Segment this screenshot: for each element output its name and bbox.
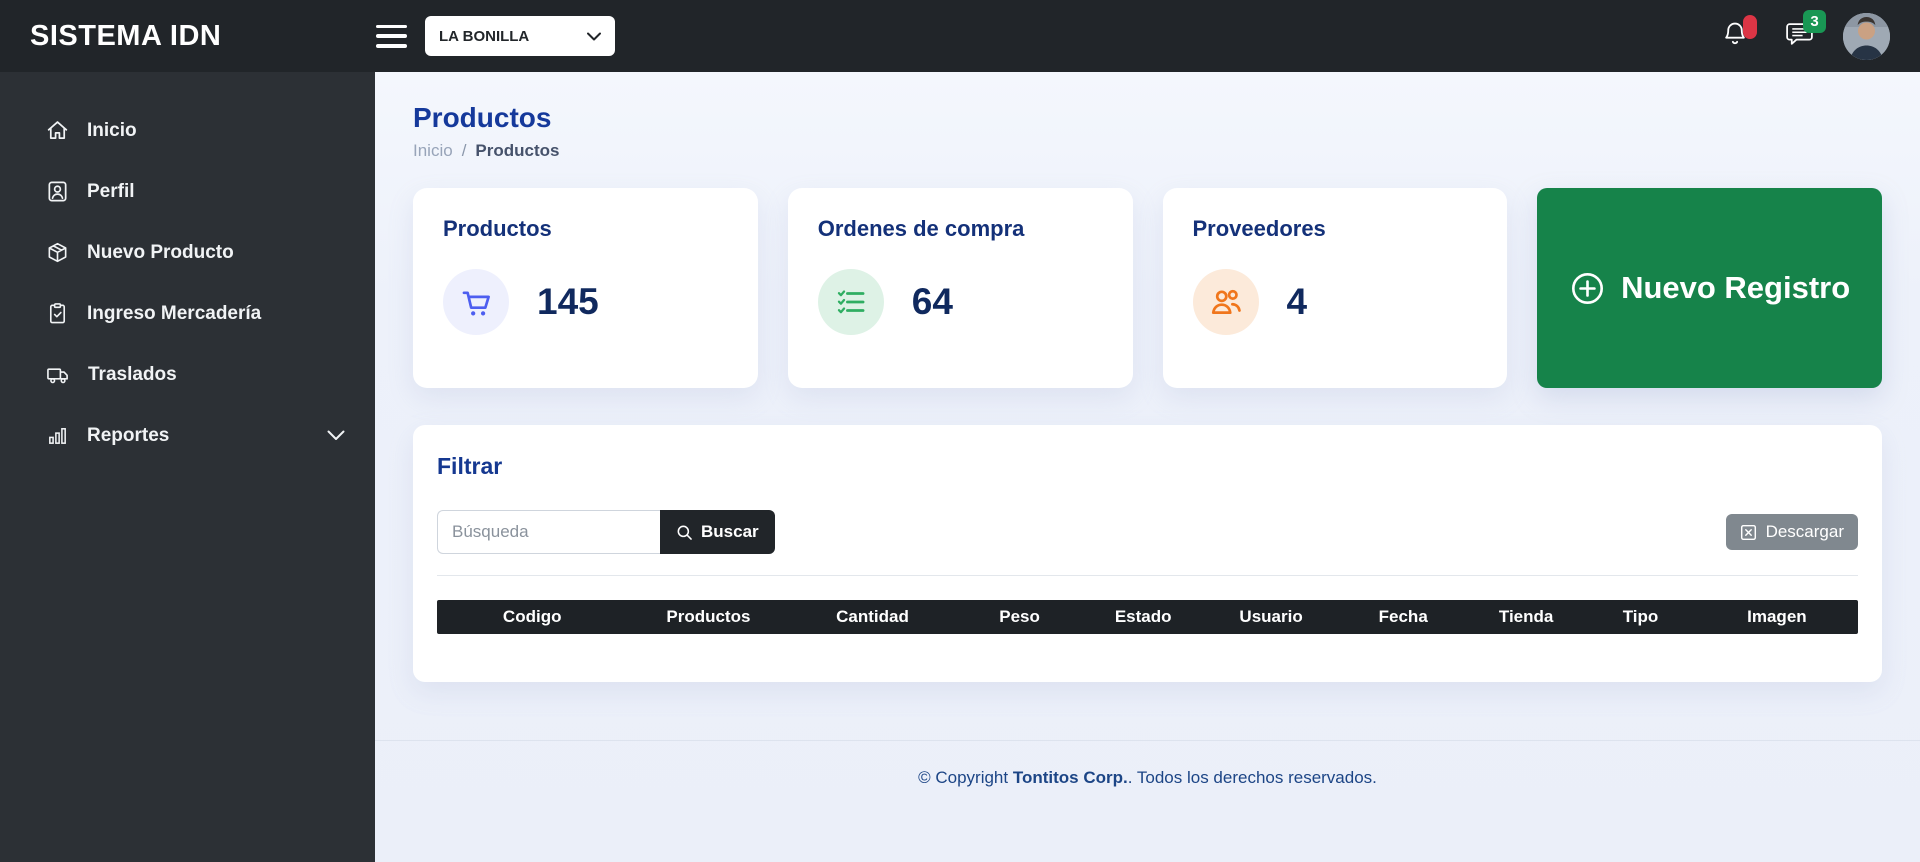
table-column-tipo: Tipo (1622, 607, 1659, 626)
stat-cards-row: Productos 145 Ordenes de compra (413, 188, 1882, 388)
table-column-codigo: Codigo (502, 607, 562, 626)
top-bar: SISTEMA IDN LA BONILLA 3 (0, 0, 1920, 72)
table-column-tienda: Tienda (1498, 607, 1554, 626)
user-avatar[interactable] (1843, 12, 1890, 60)
footer-copyright-suffix: . Todos los derechos reservados. (1127, 768, 1377, 787)
sidebar-item-reportes[interactable]: Reportes (0, 405, 375, 466)
sidebar-item-perfil[interactable]: Perfil (0, 161, 375, 222)
breadcrumb-home-link[interactable]: Inicio (413, 141, 453, 160)
table-header-row: Codigo Productos Cantidad Peso Estado Us… (437, 600, 1858, 634)
new-record-button[interactable]: Nuevo Registro (1537, 188, 1882, 388)
stat-card-ordenes: Ordenes de compra 64 (787, 188, 1133, 388)
store-selector[interactable]: LA BONILLA (425, 16, 615, 56)
x-square-icon (1740, 524, 1756, 540)
stat-icon-circle (443, 269, 509, 335)
notification-badge (1743, 15, 1757, 39)
table-column-productos: Productos (666, 607, 751, 626)
table-column-estado: Estado (1114, 607, 1172, 626)
sidebar-item-inicio[interactable]: Inicio (0, 100, 375, 161)
bar-chart-icon (49, 428, 66, 444)
table-column-cantidad: Cantidad (836, 607, 909, 626)
plus-circle-icon (1572, 272, 1604, 304)
filter-divider (437, 575, 1858, 576)
list-check-icon (837, 290, 865, 314)
stat-card-title: Proveedores (1192, 216, 1326, 241)
stat-icon-circle (817, 269, 884, 335)
table-column-usuario: Usuario (1239, 607, 1303, 626)
hamburger-icon (376, 24, 407, 29)
table-column-imagen: Imagen (1747, 607, 1807, 626)
sidebar-toggle-button[interactable] (376, 24, 407, 48)
download-button-label: Descargar (1765, 522, 1844, 541)
app-logo: SISTEMA IDN (30, 19, 222, 52)
person-badge-icon (48, 181, 67, 202)
download-button[interactable]: Descargar (1725, 514, 1858, 550)
filter-controls-row: Buscar Descargar (437, 510, 1858, 554)
search-icon (677, 525, 692, 540)
search-button-label: Buscar (701, 522, 759, 541)
clipboard-check-icon (49, 303, 66, 324)
chevron-down-icon (587, 32, 601, 40)
stat-card-productos: Productos 145 (413, 188, 758, 388)
search-input[interactable] (437, 510, 660, 554)
sidebar-item-label: Ingreso Mercadería (87, 302, 262, 324)
messages-button[interactable]: 3 (1784, 9, 1826, 53)
search-button[interactable]: Buscar (660, 510, 775, 554)
table-column-fecha: Fecha (1378, 607, 1428, 626)
shopping-cart-icon (462, 291, 490, 316)
stat-card-value: 4 (1286, 281, 1308, 322)
store-selector-value: LA BONILLA (439, 27, 530, 45)
sidebar: Inicio Perfil Nuevo Producto Ingreso Mer… (0, 72, 375, 862)
sidebar-item-label: Traslados (88, 363, 177, 385)
sidebar-item-label: Nuevo Producto (87, 241, 234, 263)
chevron-down-icon (327, 430, 345, 440)
footer-company: Tontitos Corp. (1012, 768, 1128, 787)
sidebar-item-label: Reportes (87, 424, 170, 446)
truck-icon (47, 368, 68, 384)
messages-badge: 3 (1803, 9, 1826, 33)
stat-card-title: Ordenes de compra (817, 216, 1025, 241)
filter-title: Filtrar (437, 453, 503, 479)
sidebar-item-traslados[interactable]: Traslados (0, 344, 375, 405)
people-icon (1211, 289, 1241, 314)
sidebar-item-nuevo-producto[interactable]: Nuevo Producto (0, 222, 375, 283)
notifications-button[interactable] (1720, 15, 1757, 53)
filter-panel: Filtrar Buscar Descargar (413, 425, 1882, 682)
home-icon (47, 121, 68, 140)
bell-icon (1725, 22, 1745, 45)
stat-card-value: 64 (911, 281, 953, 322)
stat-card-title: Productos (443, 216, 552, 241)
sidebar-item-label: Inicio (87, 119, 137, 141)
table-column-peso: Peso (999, 607, 1040, 626)
main-content: Productos Inicio / Productos Productos (375, 72, 1920, 862)
footer-copyright-prefix: © Copyright (918, 768, 1013, 787)
page-title: Productos (413, 102, 552, 133)
breadcrumb-separator: / (461, 141, 467, 160)
footer: © Copyright Tontitos Corp.. Todos los de… (375, 740, 1920, 788)
stat-icon-circle (1192, 269, 1259, 335)
breadcrumb: Inicio / Productos (413, 141, 1882, 161)
package-box-icon (48, 242, 67, 263)
sidebar-item-ingreso-mercaderia[interactable]: Ingreso Mercadería (0, 283, 375, 344)
avatar-photo (1843, 12, 1890, 60)
sidebar-item-label: Perfil (87, 180, 135, 202)
stat-card-value: 145 (537, 281, 599, 322)
breadcrumb-current: Productos (475, 141, 560, 160)
new-record-label: Nuevo Registro (1621, 270, 1851, 305)
stat-card-proveedores: Proveedores 4 (1162, 188, 1508, 388)
